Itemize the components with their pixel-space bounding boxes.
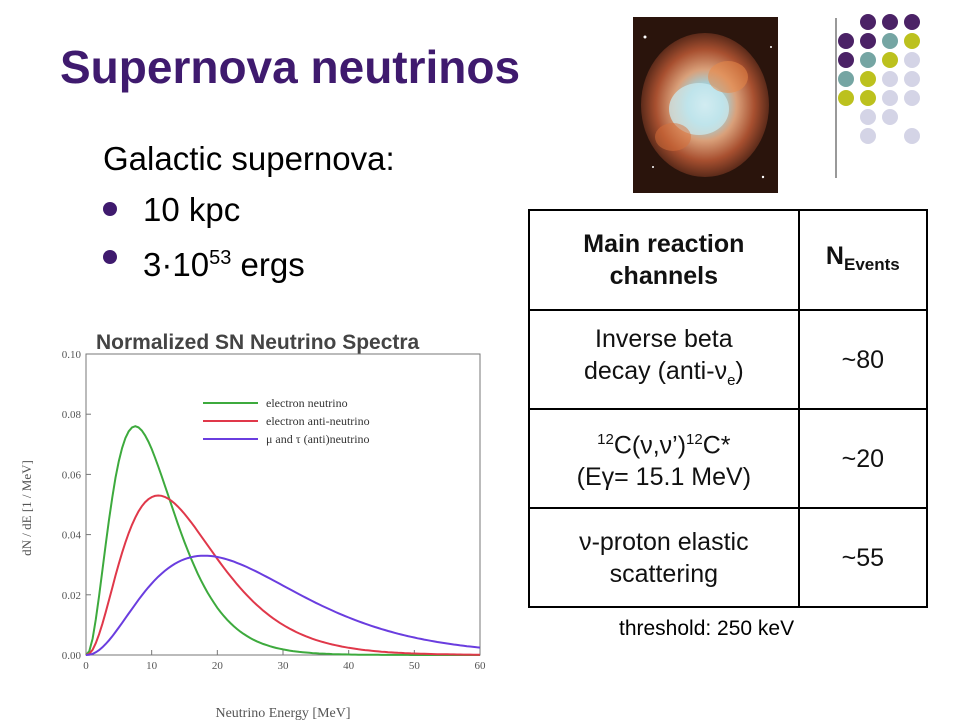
series-line <box>85 554 481 656</box>
y-tick-label: 0.04 <box>62 530 82 542</box>
neutrino-spectra-chart: Normalized SN Neutrino Spectra dN / dE [… <box>18 328 488 720</box>
decorative-dot <box>904 33 920 49</box>
decorative-divider <box>835 18 837 178</box>
row1-post: ) <box>735 356 744 385</box>
row2-sup1: 12 <box>597 430 614 448</box>
row3-line1: ν-proton elastic <box>579 527 749 556</box>
table-cell-channel: 12C(ν,ν’)12C* (Eγ= 15.1 MeV) <box>528 408 800 509</box>
row2-line2: (Eγ= 15.1 MeV) <box>576 463 752 492</box>
bullet-energy-exponent: 53 <box>209 247 232 269</box>
events-header-base: N <box>825 241 844 270</box>
row1-sub: e <box>727 371 736 389</box>
decorative-dot <box>882 52 898 68</box>
row1-nu: ν <box>714 356 728 385</box>
reaction-table: Main reaction channels NEvents Inverse b… <box>528 209 929 608</box>
table-cell-events: ~20 <box>797 408 929 509</box>
decorative-dot <box>860 52 876 68</box>
table-row: ν-proton elastic scattering ~55 <box>528 507 929 608</box>
decorative-dot-grid <box>838 14 920 144</box>
bullet-dot-icon <box>103 250 117 264</box>
y-tick-label: 0.02 <box>62 590 81 602</box>
slide-subtitle: Galactic supernova: <box>103 140 395 177</box>
series-line <box>85 494 480 656</box>
chart-xlabel: Neutrino Energy [MeV] <box>215 706 350 720</box>
x-tick-label: 20 <box>212 660 224 672</box>
bullet-energy-post: ergs <box>231 246 305 283</box>
table-row: Inverse beta decay (anti-νe) ~80 <box>528 309 929 410</box>
table-cell-events: ~55 <box>797 507 929 608</box>
legend-label: μ and τ (anti)neutrino <box>266 432 370 446</box>
y-tick-label: 0.00 <box>62 650 82 662</box>
decorative-dot <box>860 14 876 30</box>
decorative-dot <box>882 71 898 87</box>
decorative-dot <box>860 71 876 87</box>
decorative-dot <box>860 33 876 49</box>
table-cell-events: ~80 <box>797 309 929 410</box>
bullet-distance: 10 kpc <box>103 188 305 236</box>
bullet-energy-mid: · <box>161 246 173 283</box>
row1-line1: Inverse beta <box>595 324 733 353</box>
decorative-dot <box>904 14 920 30</box>
bullet-energy-pre: 3 <box>143 246 162 283</box>
table-cell-channel: Inverse beta decay (anti-νe) <box>528 309 800 410</box>
decorative-dot <box>904 90 920 106</box>
row2-tail: C* <box>702 431 731 460</box>
y-tick-label: 0.10 <box>62 349 82 361</box>
decorative-dot <box>860 90 876 106</box>
chart-title: Normalized SN Neutrino Spectra <box>96 331 420 354</box>
row2-sup2: 12 <box>686 430 703 448</box>
decorative-dot <box>882 90 898 106</box>
row3-line2: scattering <box>609 559 719 588</box>
legend-label: electron neutrino <box>266 396 348 410</box>
decorative-dot <box>860 128 876 144</box>
decorative-dot <box>860 109 876 125</box>
decorative-dot <box>904 71 920 87</box>
decorative-dot <box>838 33 854 49</box>
bullet-list: 10 kpc 3·1053 ergs <box>103 188 305 284</box>
row2-mid: C(ν,ν’) <box>613 431 687 460</box>
chart-ylabel: dN / dE [1 / MeV] <box>19 460 34 556</box>
events-header-sub: Events <box>843 254 900 274</box>
series-line <box>85 425 480 656</box>
table-header-row: Main reaction channels NEvents <box>528 209 929 311</box>
decorative-dot <box>838 71 854 87</box>
threshold-note: threshold: 250 keV <box>619 617 795 640</box>
x-tick-label: 40 <box>343 660 355 672</box>
table-row: 12C(ν,ν’)12C* (Eγ= 15.1 MeV) ~20 <box>528 408 929 509</box>
table-cell-channel: ν-proton elastic scattering <box>528 507 800 608</box>
bullet-energy-base: 10 <box>172 246 210 283</box>
x-tick-label: 0 <box>83 660 89 672</box>
x-tick-label: 60 <box>475 660 487 672</box>
y-tick-label: 0.08 <box>62 409 82 421</box>
decorative-dot <box>904 52 920 68</box>
decorative-dot <box>838 90 854 106</box>
x-tick-label: 10 <box>146 660 158 672</box>
slide-title: Supernova neutrinos <box>60 41 521 93</box>
bullet-distance-text: 10 kpc <box>143 191 241 228</box>
decorative-dot <box>882 109 898 125</box>
table-header-channel: Main reaction channels <box>528 209 800 311</box>
decorative-dot <box>882 33 898 49</box>
x-tick-label: 50 <box>409 660 421 672</box>
decorative-dot <box>882 14 898 30</box>
decorative-dot <box>838 52 854 68</box>
legend-label: electron anti-neutrino <box>266 414 370 428</box>
x-tick-label: 30 <box>278 660 290 672</box>
crab-nebula-image <box>633 17 778 193</box>
bullet-dot-icon <box>103 202 117 216</box>
decorative-dot <box>904 128 920 144</box>
bullet-energy: 3·1053 ergs <box>103 236 305 284</box>
y-tick-label: 0.06 <box>62 469 82 481</box>
row1-line2-pre: decay (anti- <box>583 356 715 385</box>
table-header-events: NEvents <box>797 209 929 311</box>
